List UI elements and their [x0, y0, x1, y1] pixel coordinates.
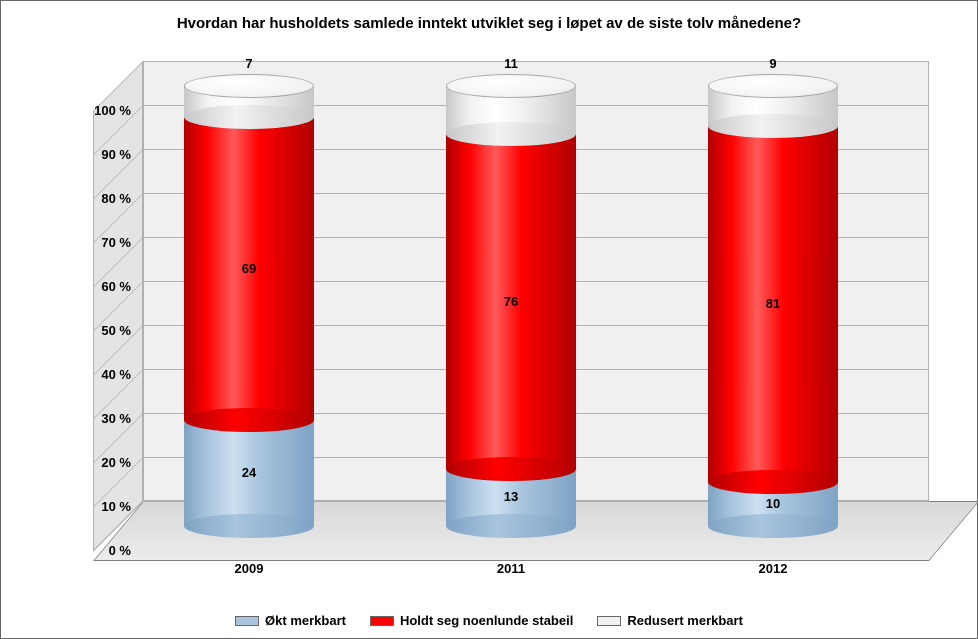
legend-item-1: Holdt seg noenlunde stabeil	[370, 613, 573, 628]
cylinder-segment: 24	[184, 420, 314, 526]
legend-item-0: Økt merkbart	[235, 613, 346, 628]
legend-swatch-2	[597, 616, 621, 626]
y-tick-label: 40 %	[71, 367, 131, 382]
data-label: 24	[184, 465, 314, 480]
cylinder-segment: 9	[708, 86, 838, 126]
data-label: 9	[708, 56, 838, 71]
cylinder-segment: 7	[184, 86, 314, 117]
y-tick-label: 80 %	[71, 191, 131, 206]
cylinder-bottom-ellipse	[708, 470, 838, 494]
data-label: 69	[184, 261, 314, 276]
cylinder-segment: 69	[184, 117, 314, 421]
data-label: 76	[446, 294, 576, 309]
cylinder-segment: 81	[708, 126, 838, 482]
cylinder-bottom-ellipse	[184, 105, 314, 129]
cylinder-bottom-ellipse	[184, 514, 314, 538]
data-label: 11	[446, 56, 576, 71]
legend-label-0: Økt merkbart	[265, 613, 346, 628]
chart-title: Hvordan har husholdets samlede inntekt u…	[1, 15, 977, 32]
y-tick-label: 30 %	[71, 411, 131, 426]
cylinder-top-ellipse	[446, 74, 576, 98]
y-tick-label: 0 %	[71, 543, 131, 558]
y-tick-label: 60 %	[71, 279, 131, 294]
y-tick-label: 50 %	[71, 323, 131, 338]
data-label: 13	[446, 489, 576, 504]
cylinder-segment: 76	[446, 134, 576, 468]
data-label: 81	[708, 296, 838, 311]
x-tick-label: 2011	[471, 561, 551, 576]
legend-label-1: Holdt seg noenlunde stabeil	[400, 613, 573, 628]
y-tick-label: 100 %	[71, 103, 131, 118]
data-label: 7	[184, 56, 314, 71]
cylinder-top-ellipse	[708, 74, 838, 98]
chart-container: Hvordan har husholdets samlede inntekt u…	[0, 0, 978, 639]
data-label: 10	[708, 496, 838, 511]
legend: Økt merkbart Holdt seg noenlunde stabeil…	[1, 613, 977, 628]
y-tick-label: 20 %	[71, 455, 131, 470]
x-tick-label: 2012	[733, 561, 813, 576]
legend-label-2: Redusert merkbart	[627, 613, 743, 628]
cylinder-bottom-ellipse	[708, 114, 838, 138]
y-tick-label: 70 %	[71, 235, 131, 250]
cylinder-segment: 11	[446, 86, 576, 134]
plot-area: 24 69 7 13 76 11 10 81 9	[93, 61, 929, 561]
cylinder-bottom-ellipse	[446, 457, 576, 481]
cylinder-top-ellipse	[184, 74, 314, 98]
cylinder-bottom-ellipse	[708, 514, 838, 538]
legend-item-2: Redusert merkbart	[597, 613, 743, 628]
legend-swatch-1	[370, 616, 394, 626]
legend-swatch-0	[235, 616, 259, 626]
cylinder-bottom-ellipse	[446, 514, 576, 538]
x-tick-label: 2009	[209, 561, 289, 576]
y-tick-label: 10 %	[71, 499, 131, 514]
y-tick-label: 90 %	[71, 147, 131, 162]
